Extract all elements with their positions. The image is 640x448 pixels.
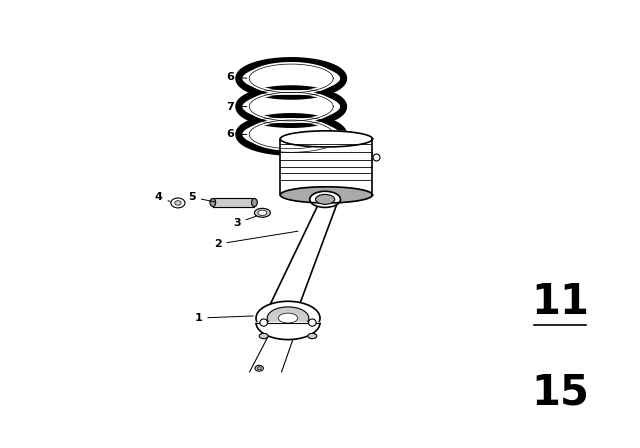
Ellipse shape: [278, 313, 298, 323]
Text: 4: 4: [155, 192, 170, 202]
Ellipse shape: [310, 191, 340, 207]
Text: 2: 2: [214, 231, 298, 249]
Polygon shape: [256, 323, 320, 340]
Text: 1: 1: [195, 313, 253, 323]
Ellipse shape: [316, 194, 335, 204]
Text: 11: 11: [531, 280, 589, 323]
Ellipse shape: [254, 208, 270, 217]
Ellipse shape: [171, 198, 185, 208]
Ellipse shape: [308, 333, 317, 339]
Polygon shape: [280, 139, 372, 195]
Text: 6: 6: [227, 129, 247, 139]
Text: 5: 5: [188, 192, 215, 202]
Polygon shape: [280, 131, 372, 147]
Ellipse shape: [257, 366, 262, 370]
Ellipse shape: [255, 366, 264, 371]
Ellipse shape: [256, 302, 320, 335]
Ellipse shape: [268, 307, 309, 329]
Ellipse shape: [175, 201, 181, 205]
Text: 7: 7: [227, 102, 247, 112]
Text: 15: 15: [531, 372, 589, 414]
Ellipse shape: [308, 319, 316, 326]
Text: 3: 3: [233, 216, 257, 228]
Ellipse shape: [260, 319, 268, 326]
Ellipse shape: [210, 198, 216, 207]
Polygon shape: [280, 187, 372, 203]
Polygon shape: [270, 205, 337, 305]
Ellipse shape: [258, 210, 267, 215]
Polygon shape: [212, 198, 254, 207]
Text: 6: 6: [227, 72, 247, 82]
Ellipse shape: [252, 198, 257, 207]
Ellipse shape: [259, 333, 268, 339]
